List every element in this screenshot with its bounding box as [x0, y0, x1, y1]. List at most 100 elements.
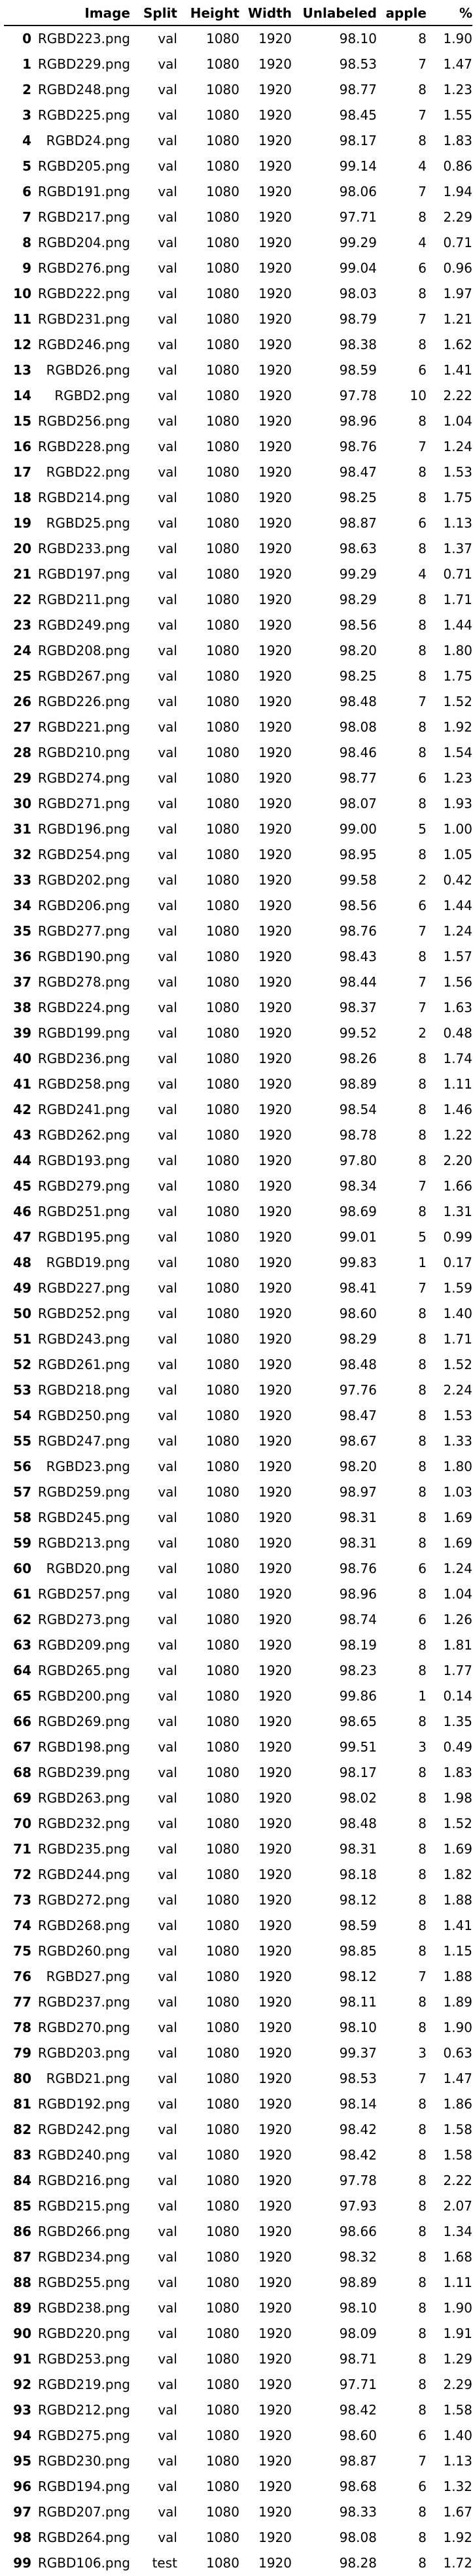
cell-width: 1920	[258, 1714, 292, 1729]
cell-image: RGBD257.png	[37, 1586, 130, 1602]
cell-apple: 7	[418, 1280, 427, 1296]
cell-height: 1080	[206, 1204, 239, 1219]
table-row: 40 RGBD236.png val 1080 1920 98.26 8 1.74	[4, 1046, 472, 1072]
cell-apple: 8	[418, 1459, 427, 1474]
cell-percent: 0.42	[443, 872, 472, 888]
cell-split: val	[158, 2479, 177, 2494]
row-index: 64	[13, 1663, 31, 1678]
cell-percent: 1.15	[443, 1943, 472, 1959]
table-row: 35 RGBD277.png val 1080 1920 98.76 7 1.24	[4, 919, 472, 944]
table-row: 66 RGBD269.png val 1080 1920 98.65 8 1.35	[4, 1709, 472, 1735]
cell-unlabeled: 98.20	[339, 643, 377, 658]
cell-height: 1080	[206, 413, 239, 429]
table-row: 54 RGBD250.png val 1080 1920 98.47 8 1.53	[4, 1403, 472, 1429]
cell-unlabeled: 99.52	[339, 1025, 377, 1041]
cell-percent: 0.96	[443, 260, 472, 276]
cell-image: RGBD233.png	[37, 541, 130, 556]
cell-split: val	[158, 2453, 177, 2469]
cell-width: 1920	[258, 82, 292, 97]
row-index: 7	[22, 209, 31, 225]
cell-image: RGBD270.png	[37, 2020, 130, 2035]
cell-apple: 8	[418, 209, 427, 225]
table-row: 8 RGBD204.png val 1080 1920 99.29 4 0.71	[4, 230, 472, 256]
cell-split: val	[158, 1255, 177, 1270]
cell-width: 1920	[258, 1612, 292, 1627]
cell-percent: 1.21	[443, 311, 472, 327]
cell-split: val	[158, 1229, 177, 1245]
cell-split: val	[158, 362, 177, 378]
cell-height: 1080	[206, 31, 239, 46]
cell-percent: 1.03	[443, 1484, 472, 1500]
cell-height: 1080	[206, 1816, 239, 1831]
cell-unlabeled: 99.29	[339, 566, 377, 582]
cell-apple: 8	[418, 949, 427, 964]
cell-percent: 1.29	[443, 2351, 472, 2367]
cell-percent: 1.71	[443, 592, 472, 607]
cell-height: 1080	[206, 2071, 239, 2086]
cell-percent: 2.24	[443, 1382, 472, 1398]
cell-split: val	[158, 1943, 177, 1959]
cell-image: RGBD106.png	[37, 2555, 130, 2571]
cell-percent: 1.66	[443, 1178, 472, 1194]
table-row: 32 RGBD254.png val 1080 1920 98.95 8 1.05	[4, 842, 472, 868]
cell-split: val	[158, 1459, 177, 1474]
cell-split: val	[158, 617, 177, 633]
cell-unlabeled: 98.56	[339, 898, 377, 913]
cell-unlabeled: 98.09	[339, 2326, 377, 2341]
cell-width: 1920	[258, 2555, 292, 2571]
cell-image: RGBD250.png	[37, 1408, 130, 1423]
cell-unlabeled: 98.06	[339, 184, 377, 199]
cell-split: val	[158, 2351, 177, 2367]
cell-percent: 1.55	[443, 107, 472, 123]
cell-width: 1920	[258, 362, 292, 378]
cell-apple: 8	[418, 464, 427, 480]
cell-width: 1920	[258, 1790, 292, 1806]
row-index: 11	[13, 311, 31, 327]
cell-apple: 6	[418, 2428, 427, 2443]
cell-height: 1080	[206, 1102, 239, 1117]
cell-height: 1080	[206, 2224, 239, 2239]
cell-unlabeled: 98.29	[339, 1331, 377, 1347]
cell-apple: 8	[418, 1510, 427, 1525]
cell-split: val	[158, 1918, 177, 1933]
table-row: 44 RGBD193.png val 1080 1920 97.80 8 2.20	[4, 1148, 472, 1174]
cell-split: val	[158, 337, 177, 352]
table-row: 52 RGBD261.png val 1080 1920 98.48 8 1.52	[4, 1352, 472, 1378]
cell-image: RGBD224.png	[37, 1000, 130, 1015]
cell-percent: 1.86	[443, 2096, 472, 2112]
cell-height: 1080	[206, 1051, 239, 1066]
cell-width: 1920	[258, 1943, 292, 1959]
cell-image: RGBD210.png	[37, 745, 130, 760]
cell-height: 1080	[206, 1484, 239, 1500]
cell-apple: 10	[410, 388, 427, 403]
cell-split: val	[158, 1510, 177, 1525]
cell-image: RGBD26.png	[46, 362, 130, 378]
column-header-image: Image	[31, 1, 130, 26]
row-index: 61	[13, 1586, 31, 1602]
cell-unlabeled: 98.87	[339, 515, 377, 531]
row-index: 69	[13, 1790, 31, 1806]
cell-width: 1920	[258, 388, 292, 403]
cell-percent: 2.07	[443, 2198, 472, 2214]
table-row: 80 RGBD21.png val 1080 1920 98.53 7 1.47	[4, 2066, 472, 2092]
cell-unlabeled: 98.44	[339, 974, 377, 990]
cell-apple: 4	[418, 566, 427, 582]
table-row: 48 RGBD19.png val 1080 1920 99.83 1 0.17	[4, 1250, 472, 1276]
cell-apple: 6	[418, 515, 427, 531]
row-index: 88	[13, 2275, 31, 2290]
cell-width: 1920	[258, 1408, 292, 1423]
cell-image: RGBD22.png	[46, 464, 130, 480]
cell-image: RGBD230.png	[37, 2453, 130, 2469]
table-row: 70 RGBD232.png val 1080 1920 98.48 8 1.52	[4, 1811, 472, 1837]
cell-unlabeled: 98.38	[339, 337, 377, 352]
cell-width: 1920	[258, 2377, 292, 2392]
cell-image: RGBD226.png	[37, 694, 130, 709]
cell-width: 1920	[258, 1306, 292, 1321]
cell-height: 1080	[206, 694, 239, 709]
cell-width: 1920	[258, 490, 292, 505]
row-index: 20	[13, 541, 31, 556]
cell-split: val	[158, 1612, 177, 1627]
column-header-split: Split	[130, 1, 177, 26]
cell-apple: 8	[418, 2147, 427, 2163]
cell-unlabeled: 98.76	[339, 923, 377, 939]
